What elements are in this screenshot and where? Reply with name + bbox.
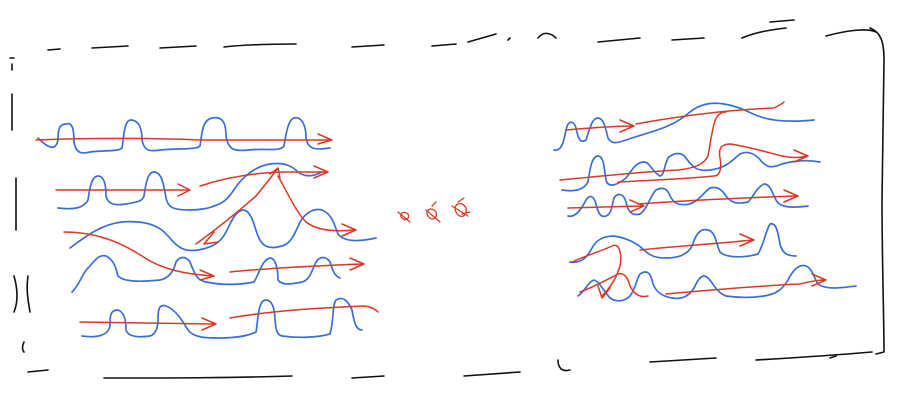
frame-top-dash (224, 44, 296, 47)
red-arrow (638, 190, 798, 204)
red-arrow (666, 274, 826, 294)
red-arrow (204, 232, 218, 244)
blue-pulse-wave (82, 298, 362, 338)
frame-bottom-dash (558, 360, 570, 371)
frame-top-dash (468, 34, 496, 42)
red-arrow (64, 232, 214, 280)
frame-top-dash (432, 44, 456, 46)
red-doodle (426, 202, 440, 222)
red-doodle (398, 212, 410, 222)
red-arrow (640, 234, 754, 250)
frame-bottom-dash (830, 356, 836, 358)
left-pulse-group (38, 118, 376, 338)
frame-top-dash (92, 46, 128, 48)
frame-bottom-dash (756, 352, 872, 360)
red-arrow (196, 168, 280, 244)
frame-left-dash (14, 276, 17, 312)
frame-top-dash (598, 38, 640, 42)
red-arrow (278, 176, 356, 236)
frame-right-side (870, 28, 884, 354)
blue-pulse-wave (58, 172, 214, 210)
red-arrow (230, 258, 364, 272)
ellipsis-doodles (398, 198, 470, 222)
frame-left-dash (27, 276, 30, 312)
left-arrow-group (36, 134, 378, 330)
frame-top-dash (160, 46, 196, 48)
frame-top-dash (48, 49, 60, 50)
red-arrow (36, 134, 332, 144)
frame-top-dash (826, 30, 876, 36)
blue-pulse-wave (570, 224, 796, 263)
frame-bottom-dash (28, 370, 48, 372)
right-pulse-group (554, 103, 856, 301)
frame-bottom-dash (650, 358, 716, 362)
red-arrow (80, 318, 216, 330)
red-arrow (230, 306, 378, 318)
red-doodle (452, 198, 470, 216)
frame-top-dash (352, 45, 384, 47)
frame-bottom-dash (104, 376, 292, 378)
red-arrow (56, 184, 190, 196)
frame-top-dash (742, 28, 786, 38)
frame-bottom-dash (464, 372, 520, 376)
blue-pulse-wave (578, 266, 856, 301)
blue-pulse-wave (562, 152, 820, 190)
frame-top-dash (538, 33, 556, 38)
blue-pulse-wave (72, 256, 340, 292)
frame-bottom-dash (352, 376, 384, 378)
blue-pulse-wave (214, 163, 322, 206)
right-arrow-group (560, 102, 826, 298)
frame-top-dash (508, 38, 510, 40)
frame-top-dash (672, 38, 704, 40)
frame-top-dash (770, 20, 794, 22)
red-arrow (572, 245, 621, 298)
blue-pulse-wave (38, 118, 330, 153)
frame-left-dash (23, 342, 25, 352)
blue-pulse-wave (554, 103, 814, 150)
red-arrow (636, 102, 784, 124)
